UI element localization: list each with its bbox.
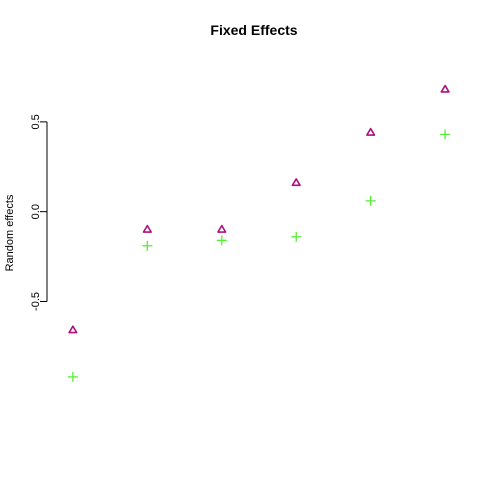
series-0-point-triangle <box>440 84 450 93</box>
y-tick-label: 0.0 <box>30 204 42 219</box>
series-0-point-triangle <box>68 325 78 334</box>
series-1-point-plus <box>291 231 302 242</box>
series-0-point-triangle <box>366 127 376 136</box>
series-1-point-plus <box>216 235 227 246</box>
series-1-point-plus <box>142 240 153 251</box>
series-0-point-triangle <box>217 224 227 233</box>
series-1-point-plus <box>67 371 78 382</box>
y-tick-label: -0.5 <box>30 292 42 311</box>
series-0-point-triangle <box>142 224 152 233</box>
y-axis-label: Random effects <box>4 194 16 271</box>
series-1-point-plus <box>365 195 376 206</box>
y-tick-label: 0.5 <box>30 114 42 129</box>
series-1-point-plus <box>440 129 451 140</box>
data-points <box>67 84 451 382</box>
y-axis: -0.5 0.0 0.5 <box>30 114 48 311</box>
series-0-point-triangle <box>291 178 301 187</box>
chart-title: Fixed Effects <box>210 22 297 38</box>
